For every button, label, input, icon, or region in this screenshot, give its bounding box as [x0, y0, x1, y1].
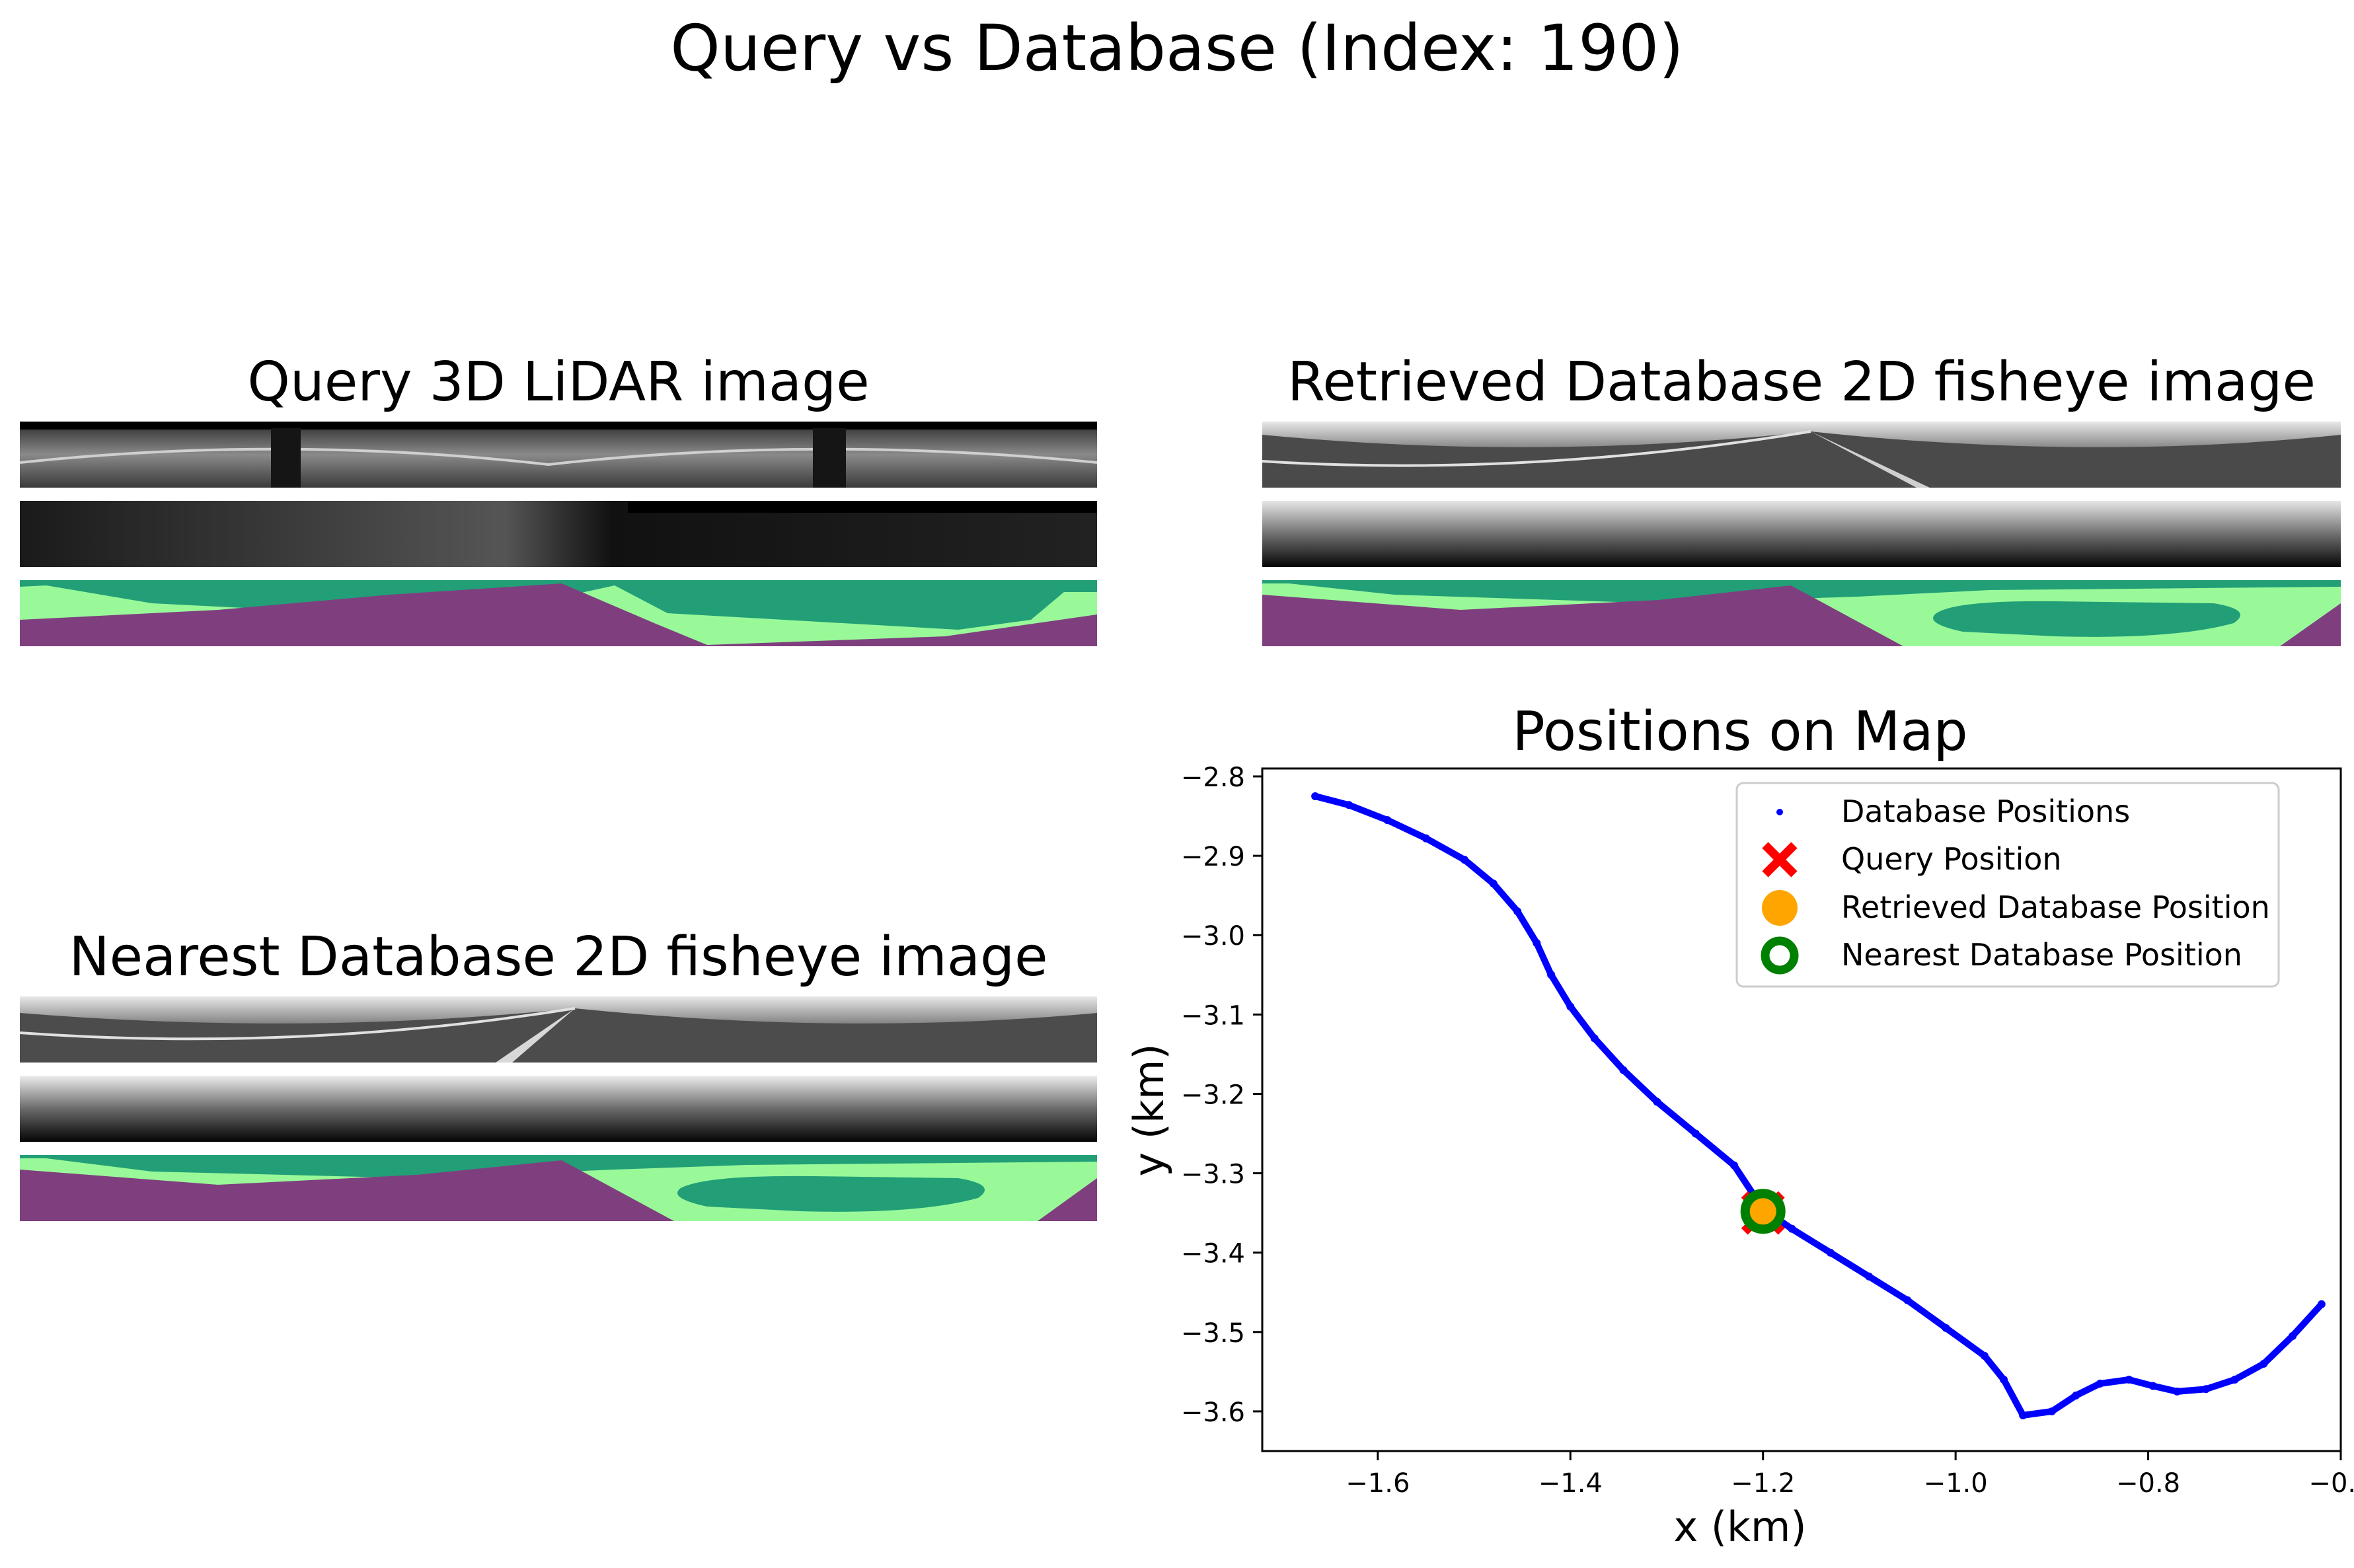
- database-position-point: [2173, 1387, 2182, 1396]
- plot-area-frame: [1261, 767, 2342, 1452]
- retrieved-fisheye-image: [1262, 422, 2341, 646]
- y-tick-label: −3.3: [1181, 1160, 1245, 1190]
- database-position-point: [1345, 801, 1353, 809]
- database-position-point: [1865, 1272, 1873, 1281]
- x-axis: −1.6 −1.4 −1.2 −1.0 −0.8 −0.6: [1346, 1451, 2354, 1499]
- database-position-point: [2148, 1382, 2157, 1390]
- database-position-point: [1590, 1034, 1599, 1043]
- y-tick-label: −2.9: [1181, 842, 1245, 872]
- legend-marker-query-position: [1762, 842, 1798, 877]
- database-position-point: [2230, 1375, 2239, 1384]
- database-position-point: [1942, 1324, 1950, 1332]
- database-position-point: [2202, 1385, 2210, 1394]
- database-position-point: [1826, 1248, 1835, 1257]
- x-tick-label: −1.0: [1924, 1468, 1988, 1499]
- database-position-point: [1383, 816, 1392, 825]
- database-position-point: [2317, 1300, 2326, 1308]
- legend-frame: [1735, 782, 2280, 988]
- y-tick-label: −3.6: [1181, 1398, 1245, 1428]
- database-position-point: [2289, 1331, 2297, 1340]
- database-position-point: [2259, 1359, 2268, 1368]
- legend-marker-retrieved-position: [1762, 890, 1798, 926]
- database-position-point: [2096, 1379, 2104, 1388]
- y-axis: −2.8 −2.9 −3.0 −3.1 −3.2 −3.3 −3.4 −3.5 −3.6: [1181, 763, 1262, 1428]
- database-position-point: [1653, 1098, 1661, 1106]
- database-position-point: [2000, 1375, 2008, 1384]
- database-position-point: [1980, 1351, 1989, 1360]
- y-tick-label: −3.0: [1181, 921, 1245, 952]
- query-segmentation-strip: [20, 580, 1097, 646]
- legend-marker-database-positions: [1776, 809, 1783, 815]
- y-tick-label: −3.5: [1181, 1318, 1245, 1349]
- database-position-point: [1547, 971, 1556, 979]
- x-tick-label: −1.2: [1731, 1468, 1795, 1499]
- retrieved-panel-title: Retrieved Database 2D fisheye image: [1287, 351, 2316, 414]
- legend-label-database-positions: Database Positions: [1841, 794, 2130, 829]
- nearest-position-marker: [1740, 1189, 1786, 1234]
- query-intensity-strip: [20, 422, 1097, 488]
- database-position-point: [1691, 1129, 1700, 1138]
- retrieved-segmentation-strip: [1262, 580, 2341, 646]
- database-position-point: [1533, 939, 1541, 948]
- database-position-point: [1619, 1066, 1628, 1074]
- x-tick-label: −0.6: [2308, 1468, 2354, 1499]
- retrieved-depth-strip: [1262, 501, 2341, 567]
- legend-marker-nearest-position: [1761, 936, 1799, 975]
- query-panel-title: Query 3D LiDAR image: [247, 351, 870, 414]
- y-tick-label: −2.8: [1181, 763, 1245, 793]
- database-position-point: [2019, 1411, 2028, 1419]
- x-tick-label: −0.8: [2116, 1468, 2180, 1499]
- x-tick-label: −1.6: [1346, 1468, 1410, 1499]
- database-position-point: [1903, 1296, 1912, 1304]
- database-position-point: [1422, 834, 1430, 842]
- legend-label-retrieved-position: Retrieved Database Position: [1841, 889, 2270, 925]
- database-position-point: [2047, 1407, 2056, 1415]
- nearest-depth-strip: [20, 1076, 1097, 1142]
- y-axis-label: y (km): [1125, 1043, 1173, 1176]
- database-position-point: [1788, 1224, 1796, 1233]
- database-position-point: [1566, 1002, 1575, 1011]
- nearest-segmentation-strip: [20, 1155, 1097, 1221]
- y-tick-label: −3.4: [1181, 1239, 1245, 1269]
- database-position-point: [1489, 879, 1498, 888]
- database-position-point: [2125, 1375, 2133, 1384]
- database-position-point: [1311, 792, 1320, 801]
- legend: Database Positions Query Position Retrie…: [1735, 782, 2280, 988]
- legend-label-query-position: Query Position: [1841, 841, 2062, 877]
- query-lidar-image: [20, 422, 1097, 646]
- legend-label-nearest-position: Nearest Database Position: [1841, 937, 2242, 973]
- x-axis-label: x (km): [1673, 1503, 1806, 1551]
- nearest-fisheye-image: [20, 996, 1097, 1221]
- database-position-point: [1513, 907, 1522, 916]
- y-tick-label: −3.1: [1181, 1000, 1245, 1031]
- x-tick-label: −1.4: [1538, 1468, 1603, 1499]
- y-tick-label: −3.2: [1181, 1080, 1245, 1110]
- plot-marks: [1311, 792, 2326, 1419]
- nearest-panel-title: Nearest Database 2D fisheye image: [69, 926, 1048, 989]
- figure-title: Query vs Database (Index: 190): [670, 11, 1684, 85]
- database-position-point: [1730, 1161, 1738, 1170]
- database-position-point: [2072, 1391, 2080, 1400]
- chart-title: Positions on Map: [1512, 700, 1967, 763]
- database-position-point: [1461, 856, 1468, 864]
